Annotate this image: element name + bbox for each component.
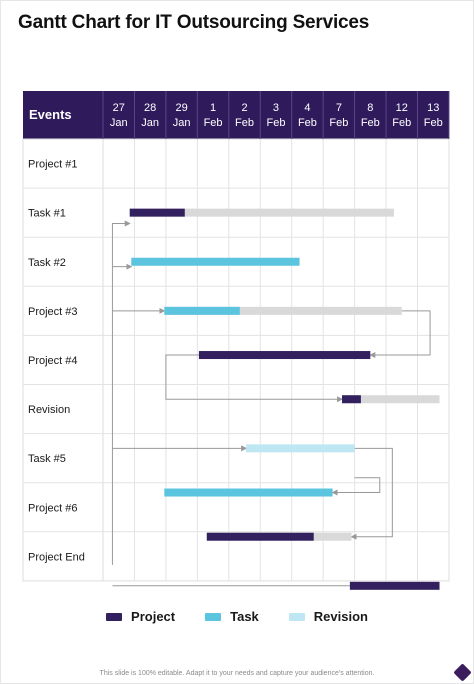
row-label: Project #4 xyxy=(28,355,78,367)
page-title: Gantt Chart for IT Outsourcing Services xyxy=(18,12,370,33)
chart-legend: Project Task Revision xyxy=(0,609,474,624)
legend-item-revision: Revision xyxy=(288,609,368,624)
bar-revision xyxy=(246,444,355,453)
column-day-label: 1 xyxy=(210,102,216,114)
row-label: Project #6 xyxy=(28,502,78,514)
row-label: Task #2 xyxy=(28,257,66,269)
bar-task xyxy=(131,257,300,266)
column-day-label: 3 xyxy=(273,102,279,114)
column-day-label: 2 xyxy=(241,102,247,114)
legend-item-task: Task xyxy=(205,609,259,624)
column-month-label: Feb xyxy=(329,117,348,129)
bar-project xyxy=(198,351,371,360)
column-month-label: Jan xyxy=(110,117,128,129)
column-day-label: 12 xyxy=(396,102,408,114)
legend-swatch-task xyxy=(205,612,222,621)
header-band xyxy=(23,91,449,139)
bar-project xyxy=(349,581,440,590)
gantt-chart: Events 27 Jan 28 Jan 29 Jan 1 Feb 2 Feb 3 Feb 4 Feb 7 Fe… xyxy=(22,91,450,590)
column-day-label: 29 xyxy=(176,102,188,114)
column-day-label: 4 xyxy=(304,102,310,114)
dependency-connector xyxy=(331,477,381,496)
column-day-label: 7 xyxy=(336,102,342,114)
legend-swatch-project xyxy=(106,612,123,621)
bar-task xyxy=(164,488,333,497)
legend-swatch-revision xyxy=(288,612,305,621)
column-day-label: 8 xyxy=(367,102,373,114)
bar-remaining xyxy=(342,395,440,404)
legend-label-task: Task xyxy=(230,609,259,624)
dependency-connector xyxy=(165,354,344,403)
footer-note: This slide is 100% editable. Adapt it to… xyxy=(99,670,375,677)
row-label: Revision xyxy=(28,404,70,416)
dependency-connector xyxy=(350,447,393,540)
column-month-label: Jan xyxy=(173,117,191,129)
column-day-label: 27 xyxy=(113,102,125,114)
row-label: Task #5 xyxy=(28,453,66,465)
bar-project xyxy=(129,208,185,217)
column-month-label: Feb xyxy=(361,117,380,129)
column-month-label: Feb xyxy=(266,117,285,129)
row-label: Project #1 xyxy=(28,159,78,171)
bar-remaining xyxy=(129,208,394,217)
column-month-label: Feb xyxy=(204,117,223,129)
legend-label-project: Project xyxy=(131,609,176,624)
column-month-label: Feb xyxy=(424,117,443,129)
row-label: Project #3 xyxy=(28,306,78,318)
dependency-connector xyxy=(111,220,131,565)
legend-item-project: Project xyxy=(106,609,175,624)
bar-remaining xyxy=(164,306,402,315)
row-label: Project End xyxy=(28,551,85,563)
grid-body xyxy=(22,138,450,582)
column-month-label: Feb xyxy=(235,117,254,129)
legend-label-revision: Revision xyxy=(313,609,368,624)
bar-project xyxy=(342,395,361,404)
column-month-label: Feb xyxy=(392,117,411,129)
column-day-label: 28 xyxy=(144,102,156,114)
header-events-label: Events xyxy=(29,107,72,122)
bar-task xyxy=(164,306,240,315)
dependency-connector xyxy=(369,310,431,359)
column-month-label: Feb xyxy=(298,117,317,129)
column-month-label: Jan xyxy=(141,117,159,129)
row-label: Task #1 xyxy=(28,208,66,220)
bar-project xyxy=(206,532,314,541)
column-day-label: 13 xyxy=(427,102,439,114)
